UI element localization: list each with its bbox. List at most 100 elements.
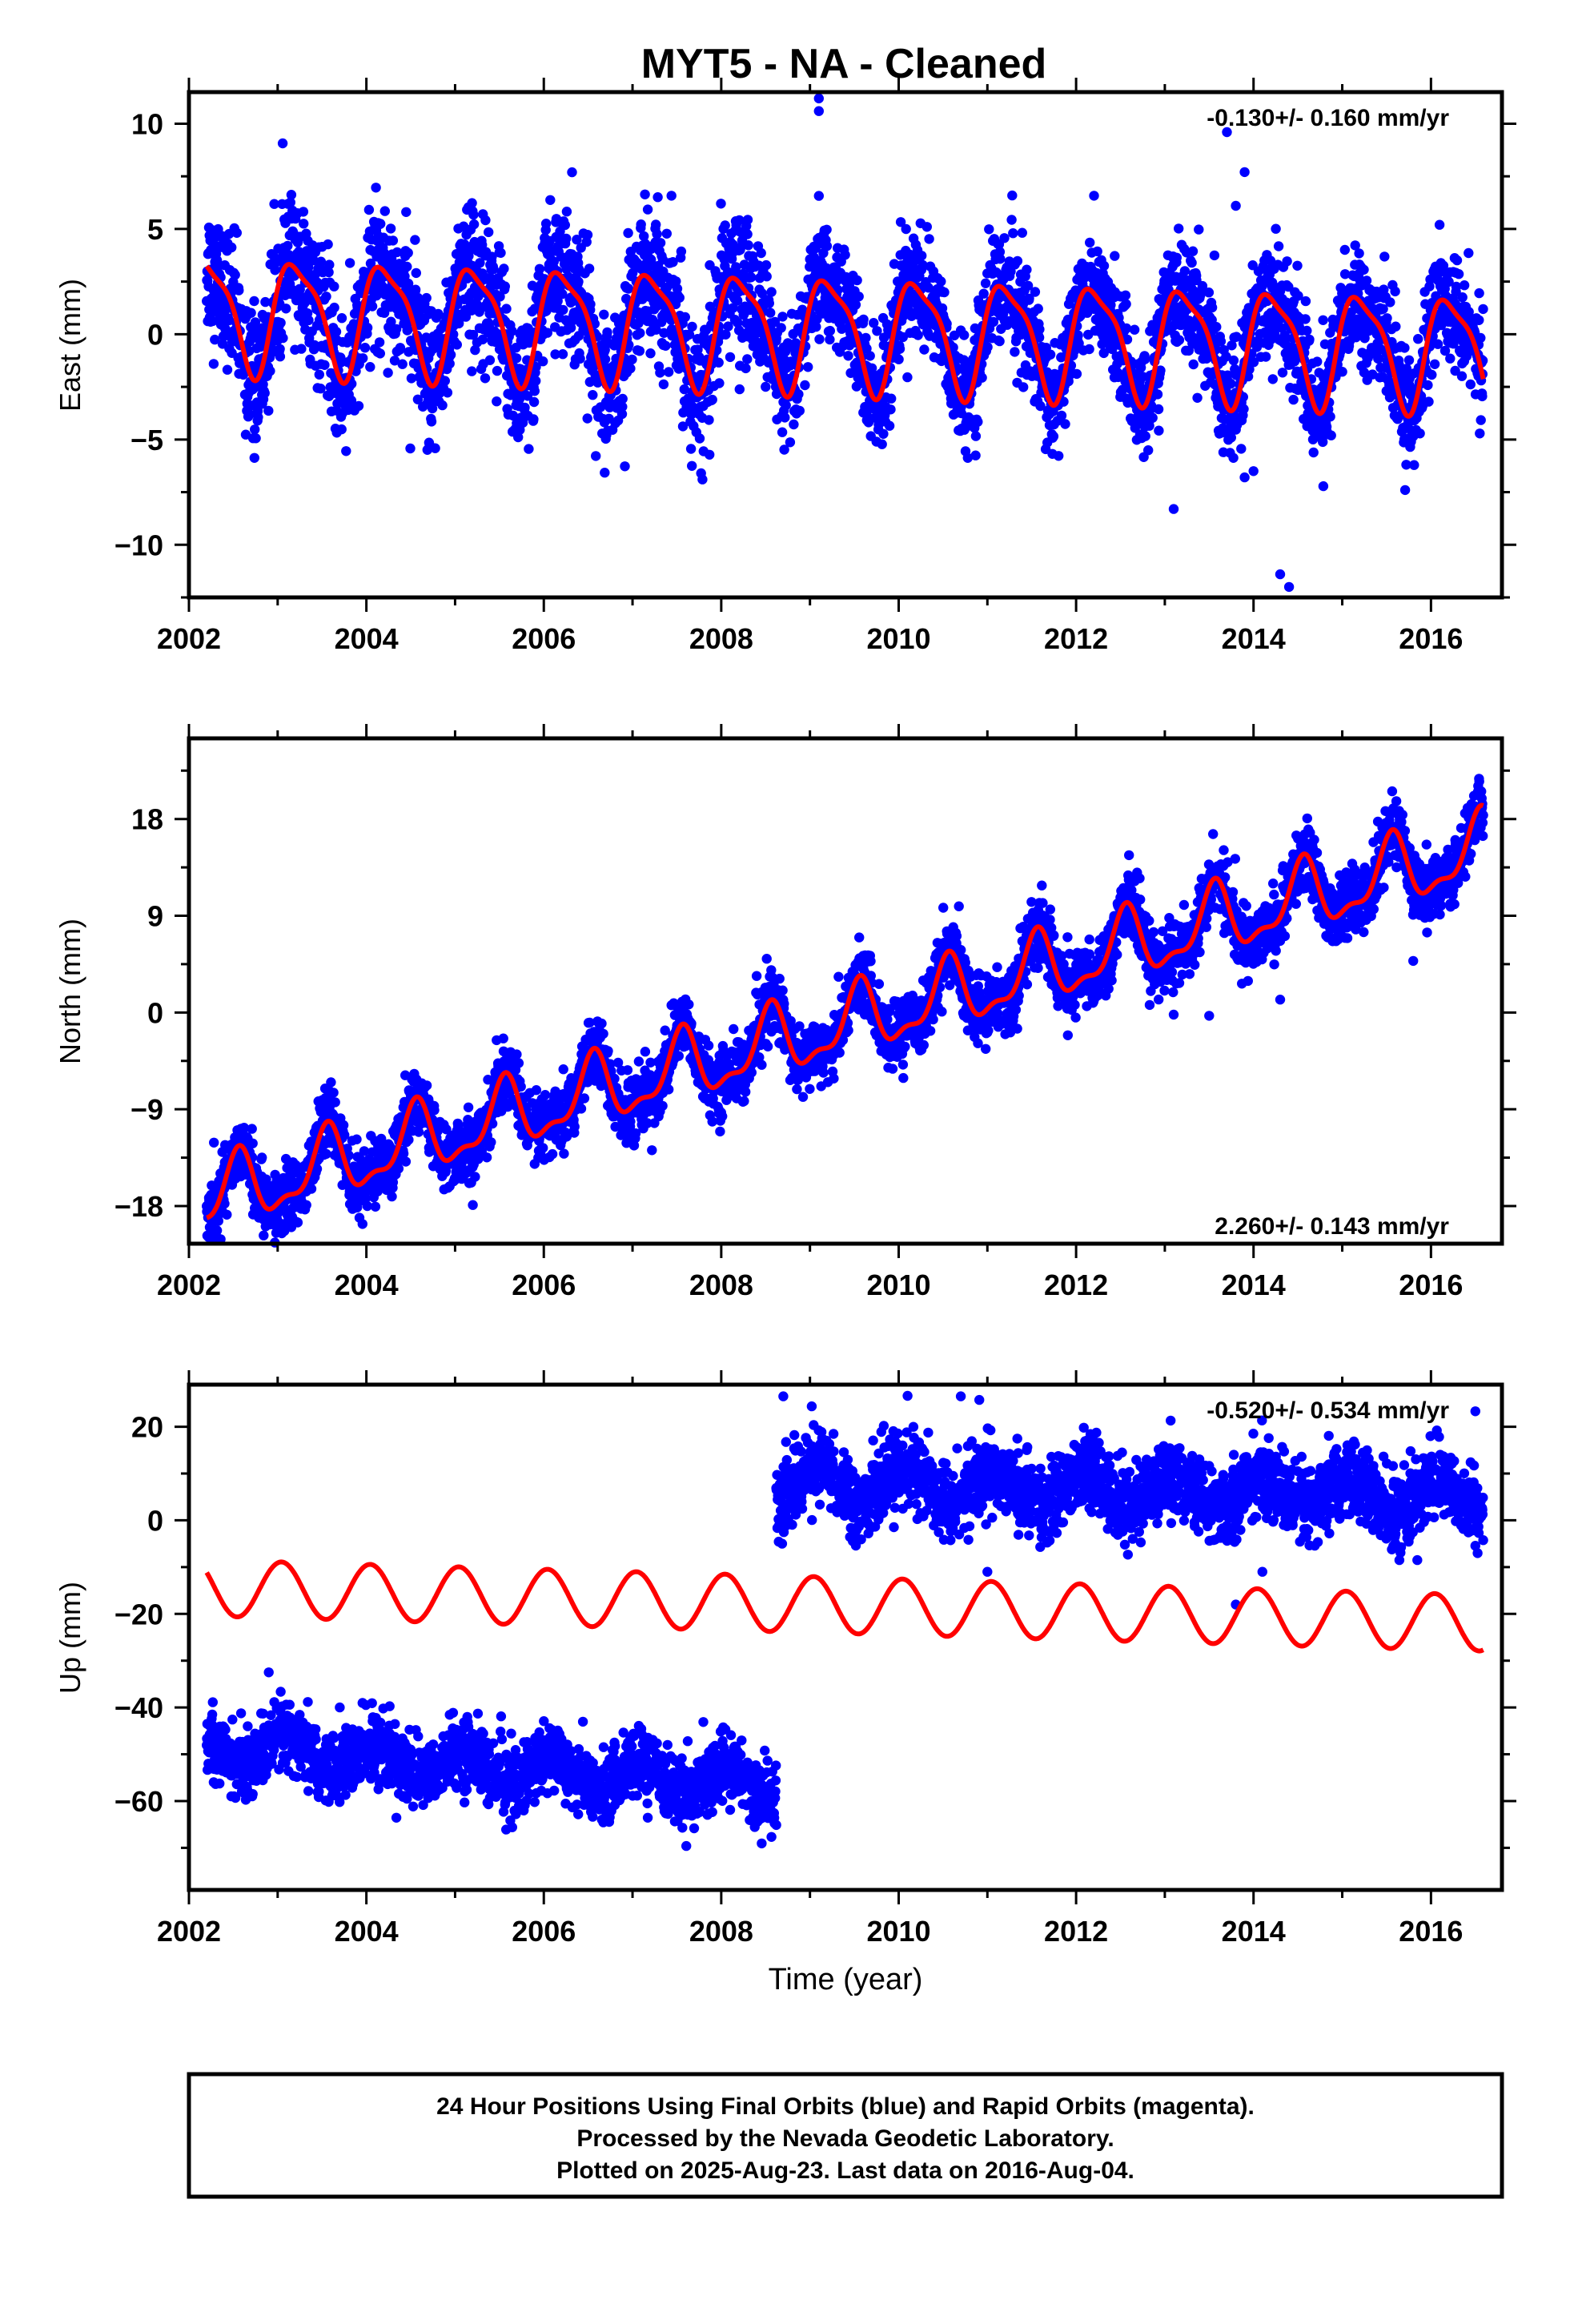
east-data-point	[886, 393, 897, 404]
east-data-point	[230, 270, 240, 280]
east-data-point	[499, 263, 509, 274]
east-data-point	[329, 281, 339, 292]
east-data-point	[421, 292, 432, 304]
east-data-point	[1187, 246, 1199, 256]
east-data-point	[725, 352, 736, 363]
north-data-point	[257, 1152, 267, 1163]
north-data-point	[328, 1088, 339, 1098]
east-data-point	[389, 356, 400, 366]
east-data-point	[545, 195, 556, 205]
east-data-point	[1399, 343, 1410, 353]
east-data-point	[260, 296, 271, 308]
east-data-point	[707, 394, 717, 405]
east-data-point	[642, 204, 653, 215]
north-data-point	[393, 1164, 404, 1174]
east-data-point	[387, 235, 399, 246]
east-data-point	[437, 400, 448, 411]
east-data-point	[685, 444, 697, 454]
east-data-point	[588, 390, 598, 400]
east-data-point	[365, 362, 375, 372]
east-data-point	[994, 336, 1005, 347]
east-data-point	[1194, 224, 1204, 235]
east-data-point	[1048, 431, 1059, 442]
east-y-tick-label: −5	[130, 424, 163, 456]
east-data-point	[314, 369, 324, 380]
east-data-point	[367, 301, 378, 312]
east-data-point	[1085, 237, 1095, 248]
east-data-point	[1477, 391, 1488, 402]
north-panel: 2002 2004 2006 2008 2010 2012 2014 2016−18−9091…	[54, 724, 1516, 1301]
east-data-point	[901, 223, 911, 235]
east-data-point	[501, 304, 512, 314]
east-data-point	[741, 363, 751, 374]
east-data-point	[1228, 355, 1239, 366]
east-outlier-point	[1239, 167, 1250, 178]
north-data-point	[306, 1184, 317, 1194]
east-data-point	[1018, 382, 1029, 392]
east-data-point	[658, 379, 669, 390]
east-data-point	[528, 396, 540, 408]
east-data-point	[652, 229, 662, 239]
east-data-point	[1465, 379, 1476, 390]
east-data-point	[401, 207, 412, 217]
east-data-point	[286, 190, 297, 200]
east-data-point	[362, 323, 373, 333]
east-data-point	[391, 247, 403, 258]
east-data-point	[600, 354, 611, 364]
east-data-point	[331, 327, 342, 337]
east-outlier-point	[813, 93, 824, 104]
east-data-point	[1228, 452, 1239, 463]
east-x-tick-label: 2014	[1222, 622, 1286, 655]
east-data-point	[363, 204, 375, 215]
east-data-point	[277, 138, 288, 149]
east-data-point	[1318, 480, 1329, 492]
east-data-point	[625, 363, 636, 374]
east-data-point	[694, 433, 705, 444]
east-data-point	[452, 340, 462, 350]
east-data-point	[1140, 354, 1150, 364]
east-data-point	[1409, 460, 1419, 470]
east-data-point	[984, 224, 994, 235]
east-data-point	[814, 334, 825, 344]
east-data-point	[303, 262, 314, 272]
east-data-point	[270, 265, 280, 275]
north-data-point	[370, 1201, 381, 1212]
east-data-point	[1171, 252, 1182, 263]
east-data-point	[939, 287, 950, 298]
east-data-point	[259, 388, 270, 399]
east-data-point	[403, 247, 413, 258]
east-data-point	[894, 344, 905, 354]
north-data-point	[357, 1219, 367, 1229]
east-data-point	[359, 343, 371, 353]
east-data-point	[1337, 367, 1347, 377]
east-data-point	[1300, 314, 1311, 324]
east-x-tick-label: 2004	[335, 622, 399, 655]
east-data-point	[902, 372, 913, 383]
east-data-point	[323, 239, 333, 250]
east-data-point	[430, 443, 440, 453]
east-data-point	[1302, 325, 1312, 336]
east-data-point	[885, 404, 896, 415]
east-data-point	[1089, 191, 1099, 201]
east-data-point	[1415, 428, 1425, 439]
east-data-point	[1236, 444, 1247, 454]
east-data-point	[636, 219, 646, 230]
east-data-point	[959, 330, 970, 340]
north-data-point	[209, 1137, 219, 1148]
east-x-tick-label: 2010	[866, 622, 930, 655]
east-data-point	[970, 450, 981, 460]
east-y-tick-label: −10	[114, 529, 163, 561]
east-data-point	[1390, 286, 1400, 297]
east-data-point	[379, 308, 390, 318]
east-data-point	[1174, 335, 1185, 345]
east-data-point	[227, 242, 237, 253]
east-data-point	[652, 192, 663, 203]
east-data-point	[697, 474, 708, 485]
east-data-point	[1071, 368, 1082, 380]
east-data-point	[249, 296, 259, 307]
east-data-point	[977, 372, 987, 383]
east-data-point	[651, 219, 661, 230]
east-data-point	[813, 191, 824, 201]
east-data-point	[1008, 228, 1018, 239]
